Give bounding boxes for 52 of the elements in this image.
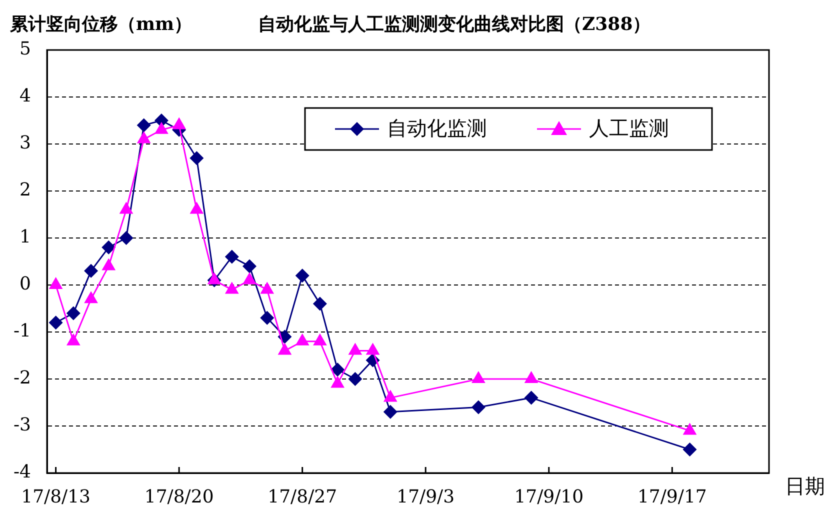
y-tick-label: -1 [13, 320, 31, 342]
point [524, 371, 538, 383]
x-tick-label: 17/8/20 [144, 486, 214, 508]
point [224, 250, 239, 264]
y-tick-label: -4 [13, 462, 31, 483]
point [119, 231, 134, 245]
y-tick-label: -2 [13, 368, 31, 389]
point [295, 333, 310, 346]
point [260, 282, 274, 294]
x-tick-label: 17/9/3 [396, 486, 455, 508]
point [682, 422, 697, 435]
point [366, 342, 380, 355]
point [260, 310, 274, 325]
point [472, 371, 486, 383]
y-tick-label: 2 [20, 180, 31, 201]
point [242, 272, 256, 284]
x-tick-label: 17/9/17 [637, 486, 707, 508]
point [330, 376, 344, 388]
point [102, 258, 116, 270]
point [312, 296, 327, 311]
y-tick-label: 4 [20, 86, 31, 107]
y-tick-label: 0 [20, 274, 31, 295]
point [84, 264, 98, 278]
point [242, 259, 257, 274]
x-tick-label: 17/8/13 [21, 486, 90, 508]
y-tick-label: 1 [20, 226, 31, 248]
x-axis-title: 日期 [785, 474, 825, 498]
y-axis-title: 累计竖向位移（mm） [9, 14, 192, 35]
point [48, 277, 63, 289]
point [383, 390, 398, 402]
y-tick-label: 3 [20, 132, 31, 154]
point [119, 202, 134, 214]
point [190, 151, 204, 166]
point [66, 306, 80, 320]
point [348, 342, 362, 355]
y-tick-label: 5 [20, 38, 31, 60]
point [207, 272, 222, 284]
point [295, 268, 310, 283]
point [66, 333, 80, 346]
point [136, 118, 151, 132]
point [84, 291, 98, 304]
x-tick-label: 17/9/10 [514, 486, 584, 508]
chart-title: 自动化监与人工监测测变化曲线对比图（Z388） [258, 14, 651, 35]
x-tick-label: 17/8/27 [268, 486, 338, 508]
legend-label: 自动化监测 [387, 116, 487, 140]
point [190, 202, 204, 214]
legend-label: 人工监测 [589, 116, 669, 140]
point [102, 240, 116, 254]
point [278, 342, 292, 355]
point [224, 282, 239, 294]
y-tick-label: -3 [13, 414, 31, 436]
point [313, 333, 327, 346]
